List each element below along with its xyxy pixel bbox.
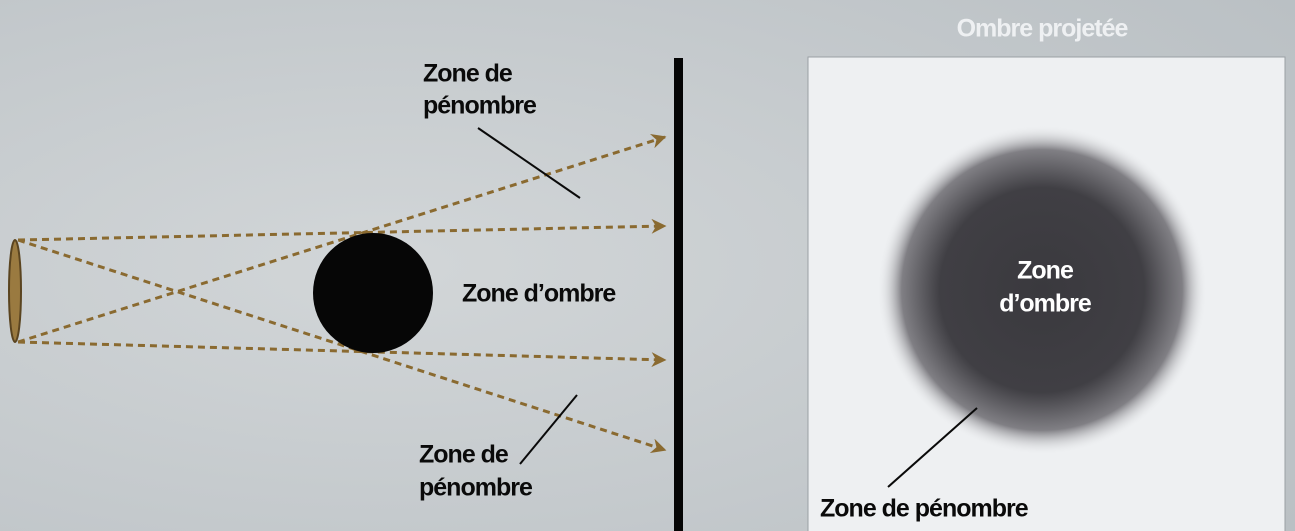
label: d’ombre [999, 290, 1092, 318]
light-source [9, 240, 21, 342]
label: pénombre [419, 474, 533, 502]
label: Zone de [419, 441, 509, 469]
label: Zone [1017, 257, 1074, 285]
screen [674, 58, 683, 531]
label: Zone de [423, 60, 513, 88]
opaque-object [313, 233, 433, 353]
label: Zone de pénombre [820, 495, 1029, 523]
diagram: Zone de pénombre Zone d’ombre Zone de pé… [0, 0, 1295, 531]
panel-title: Ombre projetée [957, 15, 1129, 43]
page: Zone de pénombre Zone d’ombre Zone de pé… [0, 0, 1295, 531]
label: pénombre [423, 92, 537, 120]
label: Zone d’ombre [462, 280, 616, 308]
